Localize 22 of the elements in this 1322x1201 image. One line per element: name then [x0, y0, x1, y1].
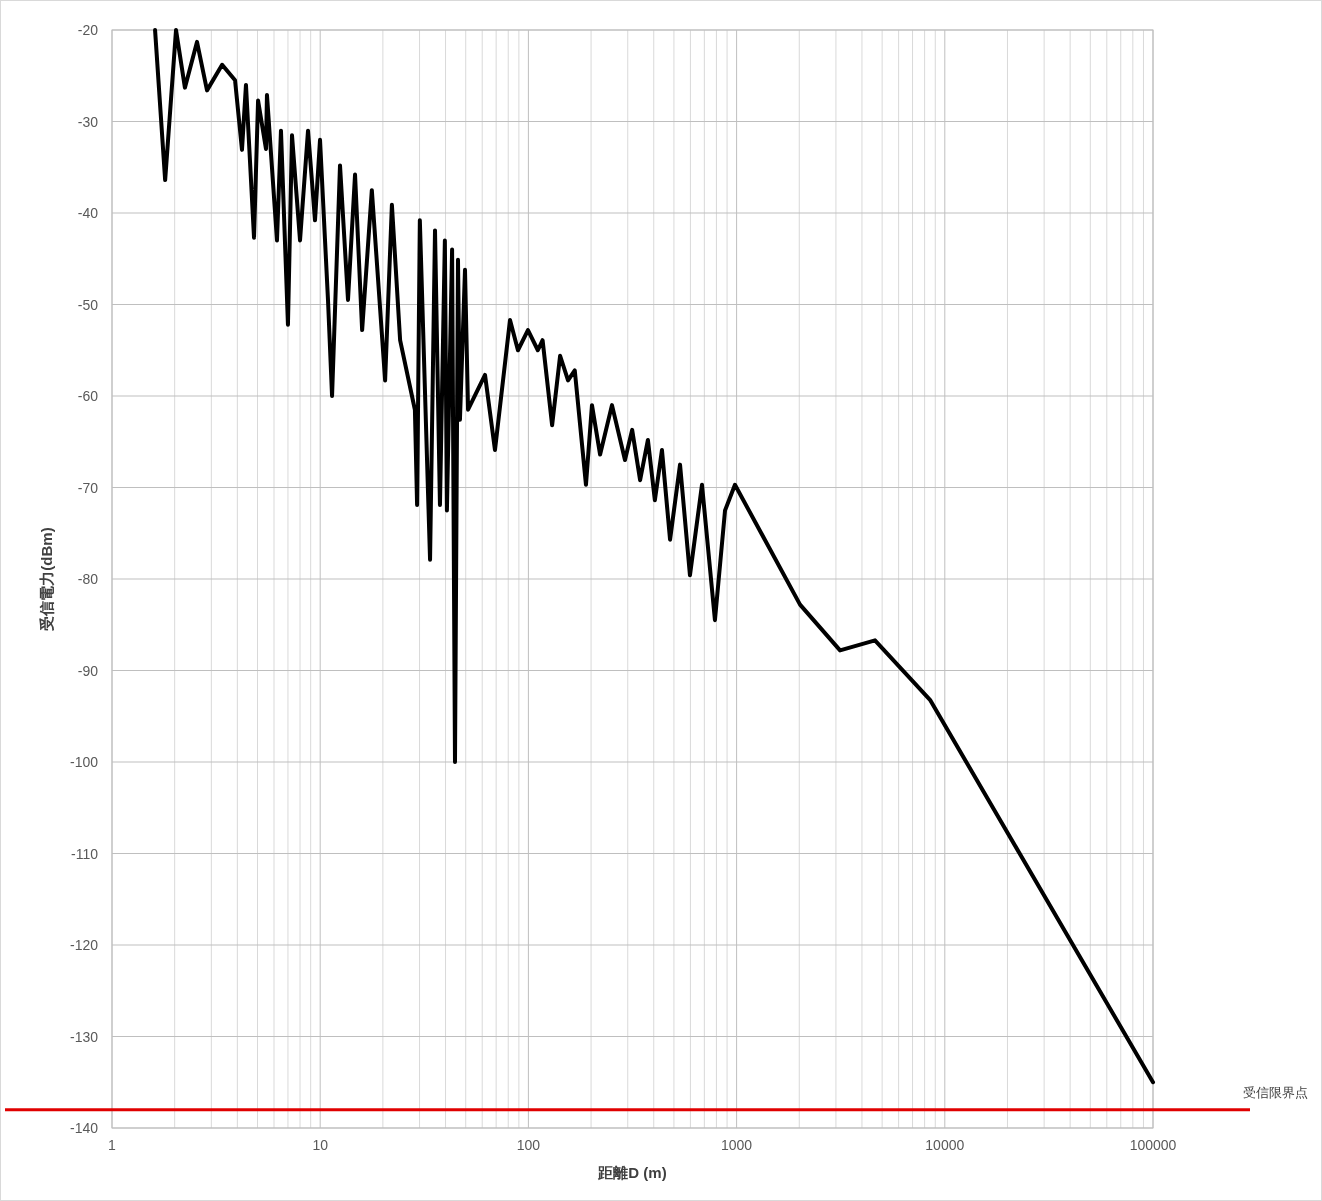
y-axis-title: 受信電力(dBm): [38, 527, 55, 632]
y-tick-label: -60: [77, 388, 99, 404]
y-tick-label: -130: [69, 1028, 99, 1045]
x-tick-label: 1: [108, 1137, 117, 1153]
x-axis-title: 距離D (m): [597, 1164, 667, 1181]
y-tick-label: -20: [77, 22, 99, 38]
y-tick-label: -140: [69, 1120, 99, 1136]
x-tick-label: 100: [516, 1137, 541, 1153]
y-tick-label: -110: [71, 845, 99, 862]
y-tick-label: -80: [77, 571, 99, 587]
x-tick-label: 100000: [1129, 1137, 1177, 1153]
y-tick-label: -50: [77, 296, 99, 313]
x-tick-label: 10: [312, 1137, 329, 1153]
y-tick-label: -120: [69, 937, 99, 953]
x-tick-label: 1000: [721, 1137, 753, 1153]
x-tick-label: 10000: [925, 1137, 965, 1153]
ref-line-label: 受信限界点: [1243, 1084, 1308, 1100]
y-tick-label: -70: [77, 479, 99, 496]
y-tick-label: -40: [77, 205, 99, 221]
y-tick-label: -90: [77, 662, 99, 679]
y-tick-label: -30: [77, 113, 99, 130]
y-tick-label: -100: [69, 754, 99, 770]
